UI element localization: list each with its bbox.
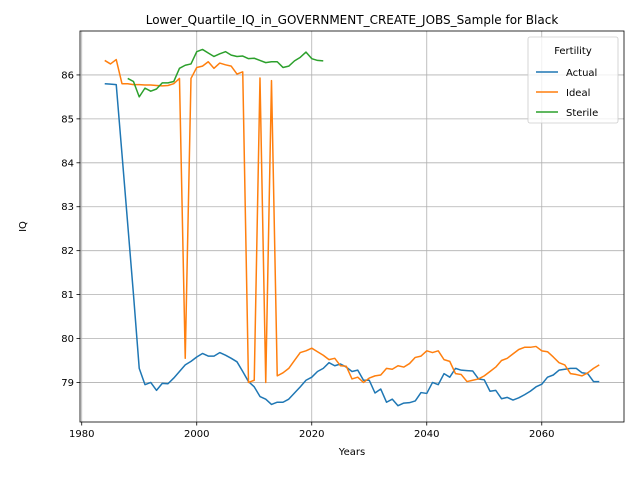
series-line-ideal <box>104 58 600 384</box>
legend-title: Fertility <box>554 46 592 57</box>
y-tick-label: 81 <box>61 290 74 301</box>
y-tick-label: 85 <box>61 114 74 125</box>
legend-items: Actual Ideal Sterile <box>536 68 598 119</box>
y-axis-label: IQ <box>18 221 29 232</box>
legend-label-actual: Actual <box>566 68 597 79</box>
legend: Fertility Actual Ideal Sterile <box>527 36 619 124</box>
y-tick-label: 82 <box>61 246 74 257</box>
y-tick-label: 80 <box>61 334 74 345</box>
x-tick-label: 2060 <box>529 429 554 440</box>
legend-label-sterile: Sterile <box>566 108 598 119</box>
series-line-actual <box>104 82 600 407</box>
y-tick-label: 83 <box>61 202 74 213</box>
x-tick-label: 2020 <box>299 429 324 440</box>
legend-box <box>527 36 619 124</box>
x-tick-label: 1980 <box>69 429 94 440</box>
series-line-sterile <box>127 48 324 98</box>
x-tick-label: 2000 <box>184 429 209 440</box>
x-axis-label: Years <box>338 447 365 458</box>
grid-lines <box>80 31 624 422</box>
plot-area-frame <box>79 30 625 423</box>
series-lines <box>104 48 600 407</box>
y-tick-label: 79 <box>61 378 74 389</box>
x-tick-label: 2040 <box>414 429 439 440</box>
chart-title: Lower_Quartile_IQ_in_GOVERNMENT_CREATE_J… <box>146 13 559 27</box>
y-tick-label: 84 <box>61 158 74 169</box>
axis-ticks: 1980 2000 2020 2040 2060 79 80 81 82 83 84 85 86 <box>61 70 554 440</box>
legend-label-ideal: Ideal <box>566 88 590 99</box>
y-tick-label: 86 <box>61 70 74 81</box>
